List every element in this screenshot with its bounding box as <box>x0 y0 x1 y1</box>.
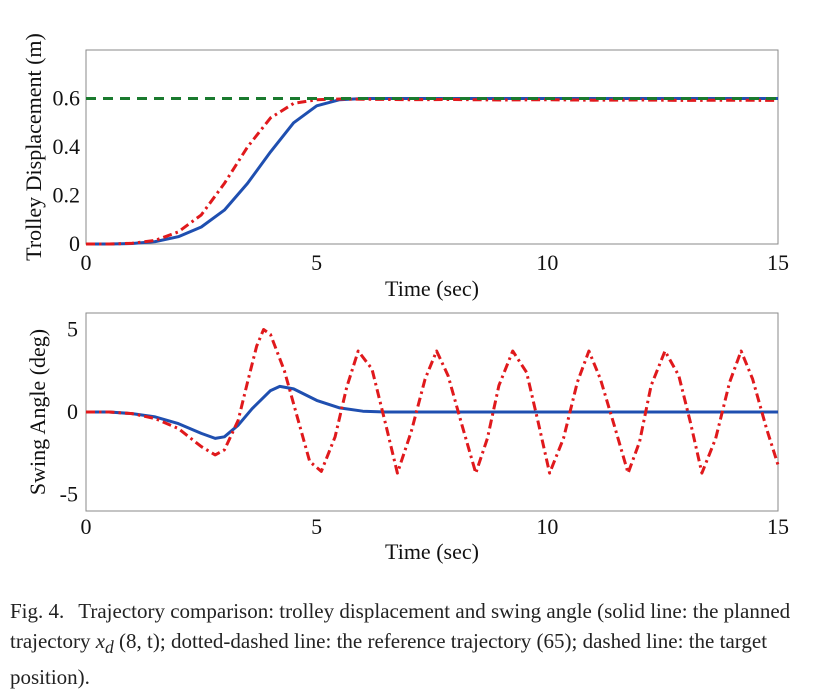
swing-angle-plot: 0 5 10 15 -505 Time (sec) Swing Angle (deg) <box>25 312 789 564</box>
x-tick-label: 0 <box>81 250 92 275</box>
y-axis-label: Swing Angle (deg) <box>25 329 50 495</box>
x-tick-label: 10 <box>536 514 558 539</box>
series-line-dashdot <box>86 328 780 475</box>
caption-math-var: x <box>95 629 106 653</box>
x-tick-label: 15 <box>767 514 789 539</box>
x-axis-label: Time (sec) <box>385 276 479 301</box>
y-tick-label: 0.6 <box>53 86 81 111</box>
series-line-dashdot <box>86 97 779 246</box>
y-axis-label: Trolley Displacement (m) <box>21 33 46 261</box>
figure-plots: 0 5 10 15 0 0.2 0.4 0.6 Time (sec) Trolley Dis… <box>21 33 789 564</box>
x-axis-label: Time (sec) <box>385 539 479 564</box>
caption-text-1: Trajectory comparison: trolley displacem… <box>10 599 791 653</box>
displacement-plot: 0 5 10 15 0 0.2 0.4 0.6 Time (sec) Trolley Dis… <box>21 33 789 301</box>
y-tick-label: 5 <box>67 317 78 342</box>
series-line-solid <box>86 97 778 246</box>
x-tick-label: 5 <box>311 514 322 539</box>
y-tick-label: -5 <box>60 482 78 507</box>
y-tick-label: 0.2 <box>53 183 81 208</box>
caption-label: Fig. 4. <box>10 599 65 623</box>
x-tick-label: 5 <box>311 250 322 275</box>
y-tick-label: 0.4 <box>53 134 81 159</box>
y-tick-label: 0 <box>69 231 80 256</box>
x-tick-label: 10 <box>536 250 558 275</box>
caption-math-args: (8, t) <box>119 629 160 653</box>
y-tick-label: 0 <box>67 399 78 424</box>
figure-caption: Fig. 4. Trajectory comparison: trolley di… <box>10 596 810 692</box>
series-line-solid <box>86 384 778 440</box>
caption-math-sub: d <box>105 637 114 658</box>
x-tick-label: 15 <box>767 250 789 275</box>
plot-frame <box>85 49 779 245</box>
x-tick-label: 0 <box>81 514 92 539</box>
